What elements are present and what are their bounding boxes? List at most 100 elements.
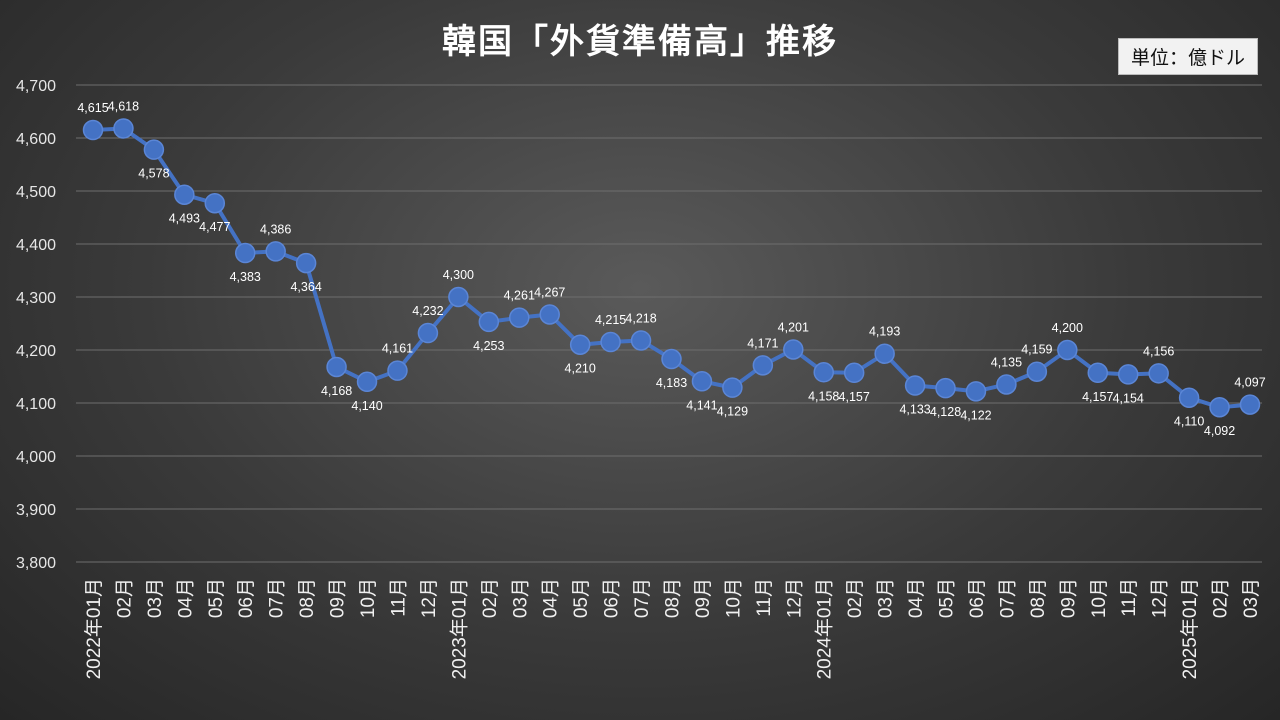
data-point — [783, 339, 804, 360]
data-point — [935, 377, 956, 399]
data-label: 4,110 — [1174, 415, 1204, 429]
data-point — [874, 343, 895, 364]
data-label: 4,386 — [260, 222, 291, 236]
data-point — [143, 139, 165, 160]
series-points — [82, 118, 1261, 418]
data-point — [569, 334, 591, 355]
y-tick-label: 4,100 — [16, 396, 56, 413]
x-tick-label: 03月 — [510, 578, 531, 618]
y-tick-label: 3,800 — [16, 555, 56, 572]
x-tick-label: 03月 — [876, 578, 897, 618]
gridlines — [76, 84, 1262, 563]
data-point — [265, 241, 286, 262]
x-axis-ticks: 2022年01月 02月 03月 04月 05月 06月 07月 08月 09月 10月 11月 12… — [83, 578, 1262, 679]
x-tick-label: 08月 — [1028, 578, 1049, 618]
x-tick-label: 11月 — [388, 578, 409, 617]
y-axis-ticks: 3,800 3,900 4,000 4,100 4,200 4,300 4,400 4,500… — [16, 78, 56, 572]
data-label: 4,615 — [77, 101, 108, 115]
x-tick-label: 11月 — [1119, 578, 1140, 617]
x-tick-label: 2024年01月 — [814, 578, 836, 679]
data-point — [752, 355, 774, 376]
data-label: 4,157 — [1082, 390, 1113, 404]
x-tick-label: 06月 — [602, 578, 623, 618]
data-point — [1178, 387, 1200, 408]
data-label: 4,128 — [930, 405, 961, 419]
data-label: 4,157 — [839, 390, 870, 404]
data-label: 4,171 — [747, 336, 778, 350]
data-label: 4,215 — [595, 313, 626, 327]
data-point — [630, 330, 652, 351]
x-tick-label: 04月 — [906, 578, 927, 618]
x-tick-label: 05月 — [206, 578, 227, 618]
y-tick-label: 3,900 — [16, 502, 56, 519]
data-point — [813, 362, 834, 383]
data-point — [1087, 362, 1109, 384]
x-tick-label: 07月 — [267, 578, 288, 618]
x-tick-label: 03月 — [145, 578, 166, 618]
data-label: 4,210 — [565, 362, 596, 376]
x-tick-label: 05月 — [937, 578, 958, 618]
data-label: 4,267 — [534, 285, 565, 299]
data-point — [387, 360, 408, 381]
x-tick-label: 09月 — [693, 578, 714, 618]
data-point — [356, 371, 378, 393]
x-tick-label: 05月 — [571, 578, 592, 618]
data-label: 4,578 — [138, 167, 169, 181]
data-point — [996, 374, 1017, 395]
data-point — [478, 311, 500, 333]
data-point — [448, 286, 469, 308]
data-point — [904, 375, 926, 396]
data-label: 4,493 — [169, 212, 200, 226]
data-label: 4,218 — [625, 311, 656, 325]
y-tick-label: 4,300 — [16, 290, 56, 307]
data-point — [722, 377, 743, 398]
data-label: 4,161 — [382, 342, 413, 356]
data-label: 4,168 — [321, 384, 352, 398]
data-label: 4,156 — [1143, 344, 1174, 358]
x-tick-label: 02月 — [1211, 578, 1232, 618]
data-point — [234, 242, 256, 264]
data-label: 4,183 — [656, 376, 687, 390]
data-label: 4,477 — [199, 220, 230, 234]
chart-title: 韓国「外貨準備高」推移 — [442, 22, 838, 62]
x-tick-label: 11月 — [754, 578, 775, 617]
x-tick-label: 04月 — [175, 578, 196, 618]
data-label: 4,232 — [412, 304, 443, 318]
x-tick-label: 02月 — [114, 578, 135, 618]
data-label: 4,133 — [899, 403, 930, 417]
data-label: 4,140 — [351, 399, 382, 413]
data-point — [1209, 396, 1230, 418]
data-label: 4,158 — [808, 389, 839, 403]
x-tick-label: 02月 — [480, 578, 501, 618]
data-point — [174, 184, 195, 205]
data-point — [691, 371, 713, 392]
data-label: 4,129 — [717, 405, 748, 419]
data-label: 4,201 — [778, 320, 809, 334]
data-point — [417, 322, 439, 344]
data-point — [843, 362, 865, 384]
y-tick-label: 4,400 — [16, 237, 56, 254]
data-label: 4,300 — [443, 268, 474, 282]
x-tick-label: 09月 — [328, 578, 349, 618]
data-label: 4,097 — [1234, 376, 1265, 390]
data-point — [965, 381, 987, 402]
data-label: 4,200 — [1052, 321, 1083, 335]
x-tick-label: 2023年01月 — [448, 578, 470, 679]
data-point — [326, 356, 347, 378]
y-tick-label: 4,700 — [16, 78, 56, 95]
x-tick-label: 10月 — [1089, 578, 1110, 618]
data-point — [113, 118, 134, 139]
data-point — [1026, 361, 1048, 382]
data-label: 4,135 — [991, 355, 1022, 369]
x-tick-label: 02月 — [845, 578, 866, 618]
data-label: 4,364 — [290, 280, 321, 294]
x-tick-label: 2022年01月 — [83, 578, 105, 679]
data-point — [661, 348, 682, 370]
data-point — [539, 304, 560, 325]
data-label: 4,154 — [1113, 391, 1144, 405]
data-point — [600, 331, 621, 353]
data-label: 4,159 — [1021, 343, 1052, 357]
data-label: 4,383 — [230, 270, 261, 284]
data-point — [1148, 363, 1169, 384]
